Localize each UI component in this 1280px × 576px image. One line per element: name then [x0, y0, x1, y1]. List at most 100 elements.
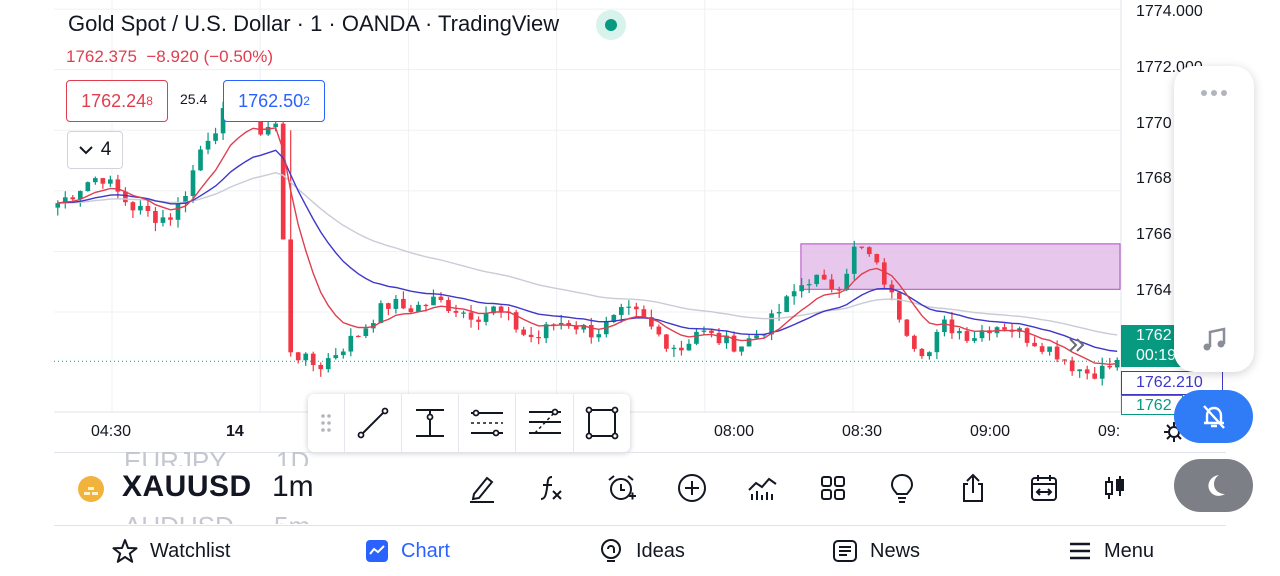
candle-body: [115, 179, 121, 192]
interval-picker-next[interactable]: 5m: [274, 511, 310, 524]
candle-type-button[interactable]: [1094, 468, 1134, 508]
candle-type-icon: [1105, 476, 1124, 499]
candle-body: [355, 335, 361, 338]
vertical-line-tool[interactable]: [400, 394, 458, 452]
moving-averages: [57, 127, 1118, 366]
indicators-collapse-toggle[interactable]: 4: [67, 131, 123, 169]
candle-body: [1084, 369, 1090, 374]
parallel-channel-tool[interactable]: [458, 394, 515, 452]
candle-body: [513, 312, 519, 330]
candle-body: [806, 284, 812, 286]
candle-body: [108, 179, 113, 184]
layout-button[interactable]: [813, 468, 853, 508]
candle-body: [581, 324, 587, 330]
fib-retracement-tool[interactable]: [515, 394, 572, 452]
rectangle-icon: [585, 406, 619, 440]
candle-body: [303, 353, 309, 361]
indicators-count: 4: [100, 139, 112, 160]
drawing-toolbar: [308, 394, 630, 452]
candle-body: [416, 304, 421, 312]
star-icon: [112, 539, 138, 563]
chart-title[interactable]: Gold Spot / U.S. Dollar · 1 · OANDA · Tr…: [68, 11, 560, 36]
drag-handle-icon[interactable]: [308, 413, 344, 433]
candle-body: [1032, 342, 1037, 347]
candle-body: [325, 358, 331, 370]
candle-body: [927, 352, 932, 357]
more-options-icon[interactable]: [1200, 84, 1228, 102]
nav-watchlist[interactable]: Watchlist: [112, 536, 230, 566]
price-change: −8.920 (−0.50%): [146, 47, 274, 66]
market-open-indicator[interactable]: [596, 10, 626, 40]
share-icon: [963, 473, 983, 502]
add-alert-button[interactable]: [601, 468, 641, 508]
symbol-picker-prev[interactable]: EURJPY: [124, 446, 227, 466]
mute-notifications-button[interactable]: [1174, 390, 1253, 443]
nav-ideas[interactable]: Ideas: [598, 536, 685, 566]
trend-line-tool[interactable]: [343, 394, 401, 452]
candle-body: [686, 343, 692, 351]
parallel-channel-icon: [471, 409, 504, 437]
gold-coin-icon: [78, 476, 104, 502]
candle-body: [649, 317, 654, 327]
buy-price-pip: 2: [303, 94, 310, 108]
draw-button[interactable]: [462, 468, 502, 508]
candle-body: [371, 323, 376, 329]
moving-average-red: [57, 127, 1118, 366]
add-button[interactable]: [672, 468, 712, 508]
candle-body: [423, 304, 429, 307]
candle-body: [784, 296, 789, 313]
scroll-to-realtime-button[interactable]: [1064, 332, 1090, 358]
candle-body: [912, 335, 917, 349]
interval-picker-prev[interactable]: 1D: [276, 446, 310, 466]
candle-body: [1077, 369, 1083, 372]
candle-body: [378, 303, 384, 324]
candle-body: [183, 195, 188, 204]
replay-button[interactable]: [1024, 468, 1064, 508]
nav-news-label: News: [870, 539, 921, 562]
candle-body: [310, 353, 316, 365]
symbol-picker[interactable]: XAUUSD: [122, 470, 252, 503]
current-price-tag: 1762 00:19: [1121, 325, 1181, 367]
candle-body: [160, 217, 166, 223]
candle-body: [844, 273, 850, 290]
price-axis-label: 1774.000: [1136, 3, 1203, 20]
indicators-button[interactable]: [742, 468, 782, 508]
candle-body: [536, 337, 541, 339]
interval-picker[interactable]: 1m: [272, 470, 314, 503]
floating-side-panel[interactable]: [1174, 66, 1254, 372]
candle-body: [483, 313, 489, 322]
nav-menu-label: Menu: [1104, 539, 1155, 562]
candle-body: [77, 191, 83, 200]
candle-body: [656, 326, 662, 335]
candle-body: [138, 205, 143, 211]
buy-button[interactable]: 1762.50 2: [223, 80, 325, 122]
candle-body: [596, 334, 602, 338]
dark-mode-button[interactable]: [1174, 459, 1253, 512]
nav-menu[interactable]: Menu: [1068, 536, 1154, 566]
trend-line-icon: [357, 407, 389, 439]
candle-body: [491, 306, 496, 314]
candle-body: [258, 111, 263, 135]
last-price: 1762.375: [66, 47, 137, 66]
symbol-picker-next[interactable]: AUDUSD: [124, 511, 234, 524]
draw-icon: [470, 476, 494, 503]
function-icon: [540, 476, 562, 500]
time-axis-label: 04:30: [91, 423, 132, 440]
candle-body: [724, 335, 729, 344]
candle-body: [175, 203, 181, 220]
share-button[interactable]: [953, 468, 993, 508]
candle-body: [265, 126, 271, 135]
candle-body: [957, 331, 962, 334]
indicators-fx-button[interactable]: [530, 468, 570, 508]
candle-body: [431, 296, 436, 306]
candle-body: [198, 149, 203, 171]
nav-chart[interactable]: Chart: [365, 536, 450, 566]
ideas-button[interactable]: [882, 468, 922, 508]
nav-news[interactable]: News: [832, 536, 920, 566]
candle-body: [461, 312, 466, 314]
rectangle-tool[interactable]: [572, 394, 630, 452]
time-axis-label: 08:30: [842, 423, 883, 440]
music-note-icon[interactable]: [1200, 326, 1228, 359]
sell-button[interactable]: 1762.24 8: [66, 80, 168, 122]
